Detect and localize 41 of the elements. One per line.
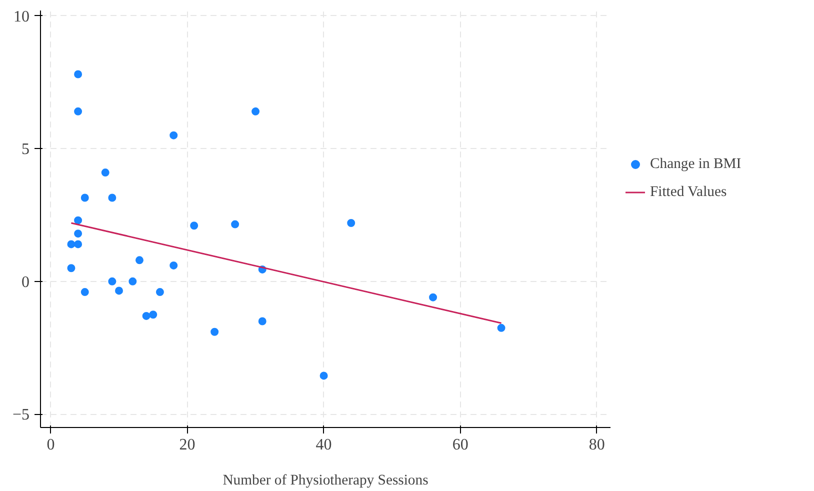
point (115, 286, 124, 295)
point (67, 240, 76, 248)
x-axis-title: Number of Physiotherapy Sessions (222, 472, 429, 488)
point (156, 288, 164, 296)
point (429, 293, 438, 302)
y-tick-label: 10 (14, 8, 30, 26)
point (80, 194, 89, 202)
y-tick-label: −5 (12, 406, 30, 424)
point (170, 261, 178, 270)
y-tick-label: 5 (22, 141, 30, 158)
point (210, 328, 219, 336)
point (74, 240, 82, 248)
point (497, 324, 506, 332)
point (190, 222, 198, 230)
x-tick-label: 40 (316, 436, 332, 454)
legend-label: Change in BMI (650, 156, 742, 172)
x-tick-label: 0 (46, 436, 55, 454)
point (80, 288, 89, 296)
y-tick-label: 0 (22, 274, 30, 291)
point (74, 216, 82, 224)
legend-label: Fitted Values (650, 184, 727, 200)
point (67, 264, 76, 272)
point (149, 310, 158, 319)
point (258, 317, 266, 326)
point (74, 230, 82, 238)
point (135, 256, 144, 264)
point (74, 70, 82, 78)
point (101, 168, 110, 177)
x-tick-label: 20 (179, 436, 196, 454)
point (252, 107, 260, 116)
x-tick-label: 60 (452, 436, 468, 454)
point (128, 277, 137, 286)
point (231, 220, 240, 228)
point (74, 107, 82, 116)
point (347, 218, 356, 227)
x-tick-label: 80 (588, 436, 605, 454)
point (170, 131, 178, 140)
point (142, 312, 150, 320)
point (108, 194, 116, 202)
point (108, 277, 116, 286)
point (320, 372, 328, 380)
